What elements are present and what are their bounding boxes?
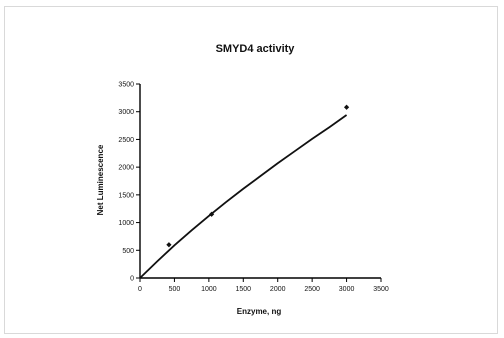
chart-frame (4, 6, 498, 334)
data-point (209, 211, 215, 217)
x-axis-ticks: 0 500 1000 1500 2000 2500 3000 3500 (138, 278, 389, 293)
x-tick-label: 3000 (339, 286, 355, 293)
x-axis-label: Enzyme, ng (237, 307, 282, 316)
x-tick-label: 500 (169, 286, 181, 293)
y-tick-label: 1500 (118, 192, 134, 199)
axes (139, 84, 381, 279)
x-tick-label: 1000 (201, 286, 217, 293)
data-point (343, 104, 350, 110)
y-tick-label: 3500 (118, 82, 134, 89)
y-tick-label: 1000 (118, 220, 134, 227)
x-tick-label: 3500 (373, 286, 389, 293)
y-tick-label: 3000 (118, 109, 134, 116)
data-points (166, 104, 350, 248)
fit-curve (139, 114, 348, 279)
y-axis-label: Net Luminescence (96, 144, 105, 215)
y-tick-label: 500 (122, 248, 134, 255)
y-tick-label: 2500 (118, 137, 134, 144)
x-tick-label: 2000 (270, 286, 286, 293)
x-tick-label: 2500 (304, 286, 320, 293)
y-axis-ticks: 0 500 1000 1500 2000 2500 3000 3500 (118, 82, 140, 283)
x-tick-label: 1500 (235, 286, 251, 293)
data-point (166, 242, 172, 248)
y-tick-label: 2000 (118, 165, 134, 172)
y-tick-label: 0 (130, 276, 134, 283)
chart-title: SMYD4 activity (216, 43, 296, 55)
x-tick-label: 0 (138, 286, 142, 293)
